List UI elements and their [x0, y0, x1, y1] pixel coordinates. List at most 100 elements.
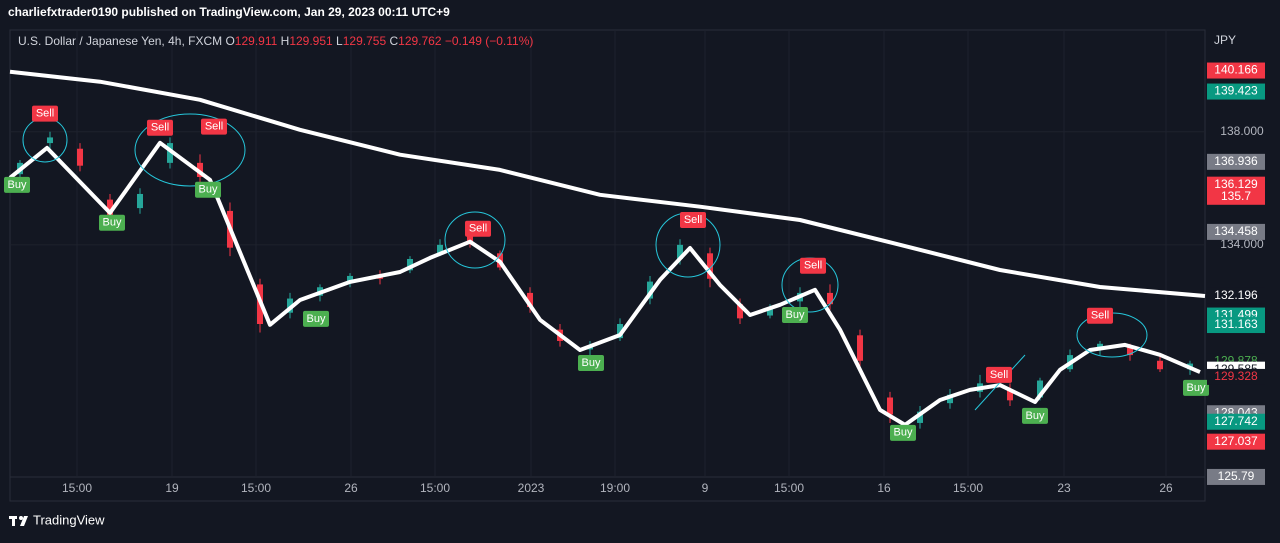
signal-text: Buy	[1026, 410, 1045, 422]
drawing-circle	[444, 211, 506, 269]
signal-label: Sell	[465, 220, 491, 237]
x-tick-label: 26	[344, 481, 358, 495]
candle-body	[1127, 346, 1133, 356]
signal-box	[195, 181, 221, 198]
candle-body	[827, 292, 833, 305]
signal-text: Buy	[786, 309, 805, 321]
signal-label: Buy	[578, 355, 604, 372]
candle-body	[917, 411, 923, 423]
signal-box	[4, 176, 30, 193]
x-tick-label: 19	[165, 481, 179, 495]
signal-label: Buy	[890, 424, 916, 441]
price-axis: 138.000 134.000 15:00 19 15:00 26 15:00 2023 19:…	[62, 62, 1265, 495]
price-label-box	[1207, 368, 1265, 385]
x-tick-label: 15:00	[241, 481, 271, 495]
signal-label: Sell	[32, 105, 58, 122]
x-tick-label: 16	[877, 481, 891, 495]
candle-body	[737, 304, 743, 319]
signal-label: Buy	[782, 306, 808, 323]
legend: U.S. Dollar / Japanese Yen, 4h, FXCM O12…	[18, 34, 533, 48]
signal-box	[1183, 379, 1209, 396]
candle-body	[707, 253, 713, 279]
candle-body	[647, 281, 653, 299]
signal-label: Sell	[986, 366, 1012, 383]
signal-box	[578, 355, 604, 372]
price-label-box	[1207, 62, 1265, 79]
signal-text: Sell	[990, 369, 1008, 381]
signal-box	[782, 306, 808, 323]
price-label-box	[1207, 176, 1265, 193]
signal-label: Sell	[201, 118, 227, 135]
price-label-box	[1207, 317, 1265, 334]
x-tick-label: 15:00	[774, 481, 804, 495]
candle-body	[287, 298, 293, 313]
signal-label: Buy	[99, 214, 125, 231]
logo-part	[20, 516, 28, 526]
line-series	[8, 140, 1201, 427]
brand-logo	[9, 516, 28, 526]
signal-box	[465, 220, 491, 237]
signal-label: Buy	[4, 176, 30, 193]
candle-body	[1157, 360, 1163, 370]
price-label: 134.458	[1214, 224, 1258, 238]
y-tick-label: 134.000	[1220, 237, 1264, 251]
header-title: charliefxtrader0190 published on Trading…	[8, 5, 450, 19]
signal-text: Sell	[151, 122, 169, 134]
signals: Sell Buy Sell Buy Sell Buy Sell Buy Buy Sell Sell B…	[4, 105, 1209, 441]
price-label-box	[1207, 188, 1265, 205]
currency-label: JPY	[1214, 33, 1236, 47]
candle-body	[767, 307, 773, 316]
x-tick-label: 23	[1057, 481, 1071, 495]
signal-label: Buy	[1022, 407, 1048, 424]
signal-label: Buy	[303, 310, 329, 327]
x-tick-label: 19:00	[600, 481, 630, 495]
legend-c: C	[389, 34, 398, 48]
signal-box	[680, 211, 706, 228]
logo-part	[19, 516, 23, 520]
legend-close: 129.762	[398, 34, 442, 48]
signal-text: Buy	[894, 427, 913, 439]
signal-label: Sell	[1087, 307, 1113, 324]
signal-box	[303, 310, 329, 327]
x-tick-label: 15:00	[420, 481, 450, 495]
candle-body	[347, 275, 353, 282]
signal-text: Buy	[582, 357, 601, 369]
candle-body	[857, 335, 863, 361]
signal-text: Sell	[804, 260, 822, 272]
price-label: 139.423	[1214, 84, 1258, 98]
signal-box	[147, 119, 173, 136]
x-tick-label: 26	[1159, 481, 1173, 495]
candle-body	[947, 394, 953, 404]
candle-body	[437, 244, 443, 254]
signal-box	[32, 105, 58, 122]
price-label: 140.166	[1214, 63, 1258, 77]
x-tick-label: 2023	[518, 481, 545, 495]
signal-text: Sell	[469, 223, 487, 235]
signal-box	[1087, 307, 1113, 324]
marks	[8, 69, 1206, 429]
signal-box	[986, 366, 1012, 383]
price-label: 127.742	[1214, 414, 1258, 428]
price-label-box	[1207, 413, 1265, 430]
legend-symbol: U.S. Dollar / Japanese Yen, 4h, FXCM	[18, 34, 222, 48]
legend-change: −0.149 (−0.11%)	[445, 34, 534, 48]
candle-body	[407, 258, 413, 271]
price-label: 136.129	[1214, 177, 1258, 191]
drawing-circle	[134, 113, 246, 187]
candle-body	[617, 324, 623, 339]
signal-box	[99, 214, 125, 231]
candle-body	[467, 236, 473, 243]
price-label: 136.936	[1214, 154, 1258, 168]
signal-text: Sell	[1091, 310, 1109, 322]
candle-body	[677, 244, 683, 259]
candle-body	[167, 143, 173, 163]
price-label-box	[1207, 83, 1265, 100]
signal-box	[1022, 407, 1048, 424]
candle-body	[107, 199, 113, 217]
signal-label: Buy	[195, 181, 221, 198]
legend-open: 129.911	[235, 34, 278, 48]
y-tick-label: 138.000	[1220, 124, 1264, 138]
signal-text: Sell	[684, 214, 702, 226]
signal-label: Sell	[680, 211, 706, 228]
